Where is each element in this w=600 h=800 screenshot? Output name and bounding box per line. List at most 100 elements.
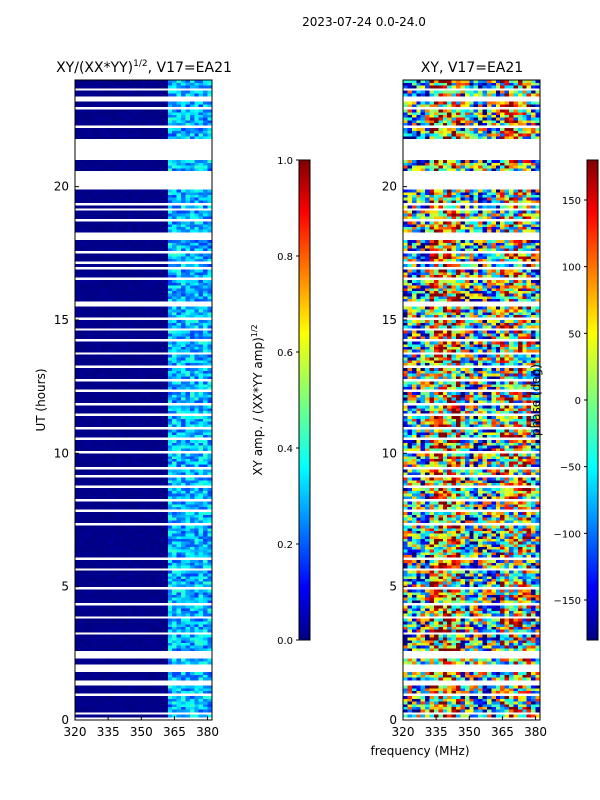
- amp-heatmap-cell: [119, 595, 124, 598]
- amp-heatmap-cell: [168, 275, 173, 278]
- amp-heatmap-cell: [124, 192, 129, 195]
- amp-heatmap-cell: [137, 565, 142, 568]
- amp-heatmap-cell: [190, 581, 195, 584]
- amp-heatmap-cell: [181, 547, 186, 550]
- amp-heatmap-cell: [141, 416, 146, 419]
- amp-heatmap-cell: [75, 288, 80, 291]
- amp-heatmap-cell: [137, 549, 142, 552]
- amp-heatmap-cell: [75, 349, 80, 352]
- amp-heatmap-cell: [115, 592, 120, 595]
- amp-heatmap-cell: [185, 240, 190, 243]
- amp-heatmap-cell: [79, 160, 84, 163]
- amp-heatmap-cell: [124, 397, 129, 400]
- amp-heatmap-cell: [185, 307, 190, 310]
- amp-heatmap-cell: [110, 192, 115, 195]
- amp-heatmap-cell: [106, 229, 111, 232]
- amp-heatmap-cell: [97, 701, 102, 704]
- amp-heatmap-cell: [155, 531, 160, 534]
- amp-heatmap-cell: [137, 701, 142, 704]
- amp-heatmap-cell: [119, 269, 124, 272]
- amp-heatmap-cell: [159, 637, 164, 640]
- amp-heatmap-cell: [163, 488, 168, 491]
- amp-heatmap-cell: [79, 197, 84, 200]
- amp-heatmap-cell: [132, 555, 137, 558]
- amp-heatmap-cell: [146, 240, 151, 243]
- amp-heatmap-cell: [194, 312, 199, 315]
- amp-heatmap-cell: [168, 347, 173, 350]
- amp-heatmap-cell: [137, 600, 142, 603]
- amp-heatmap-cell: [172, 392, 177, 395]
- amp-heatmap-cell: [185, 699, 190, 702]
- amp-heatmap-cell: [150, 253, 155, 256]
- amp-heatmap-cell: [159, 531, 164, 534]
- amp-heatmap-cell: [185, 165, 190, 168]
- amp-heatmap-cell: [119, 325, 124, 328]
- amp-heatmap-cell: [93, 448, 98, 451]
- amp-heatmap-cell: [146, 160, 151, 163]
- amp-heatmap-cell: [190, 613, 195, 616]
- amp-heatmap-cell: [137, 461, 142, 464]
- amp-heatmap-cell: [181, 392, 186, 395]
- amp-heatmap-cell: [185, 619, 190, 622]
- amp-heatmap-cell: [97, 163, 102, 166]
- amp-title-sup: 1/2: [133, 59, 147, 69]
- amp-heatmap-cell: [115, 715, 120, 718]
- amp-heatmap-cell: [97, 360, 102, 363]
- amp-heatmap-cell: [177, 445, 182, 448]
- amp-heatmap-cell: [75, 216, 80, 219]
- amp-heatmap-cell: [97, 472, 102, 475]
- amp-heatmap-cell: [155, 211, 160, 214]
- amp-heatmap-cell: [132, 416, 137, 419]
- amp-heatmap-cell: [185, 341, 190, 344]
- amp-heatmap-cell: [88, 248, 93, 251]
- amp-heatmap-cell: [124, 355, 129, 358]
- amp-heatmap-cell: [137, 424, 142, 427]
- amp-heatmap-cell: [177, 469, 182, 472]
- amp-heatmap-cell: [168, 525, 173, 528]
- amp-heatmap-cell: [141, 520, 146, 523]
- amp-heatmap-cell: [177, 453, 182, 456]
- amp-heatmap-cell: [79, 525, 84, 528]
- amp-heatmap-cell: [75, 456, 80, 459]
- amp-heatmap-cell: [115, 259, 120, 262]
- amp-heatmap-cell: [124, 253, 129, 256]
- amp-heatmap-cell: [194, 424, 199, 427]
- amp-heatmap-cell: [146, 501, 151, 504]
- amp-heatmap-cell: [150, 613, 155, 616]
- amp-heatmap-cell: [194, 648, 199, 651]
- amp-heatmap-cell: [79, 552, 84, 555]
- amp-heatmap-cell: [75, 307, 80, 310]
- amp-heatmap-cell: [75, 459, 80, 462]
- amp-heatmap-cell: [97, 307, 102, 310]
- amp-heatmap-cell: [185, 600, 190, 603]
- amp-heatmap-cell: [137, 659, 142, 662]
- amp-heatmap-cell: [124, 368, 129, 371]
- amp-heatmap-cell: [110, 528, 115, 531]
- amp-heatmap-cell: [110, 443, 115, 446]
- amp-heatmap-cell: [106, 573, 111, 576]
- amp-heatmap-cell: [141, 419, 146, 422]
- amp-heatmap-cell: [115, 597, 120, 600]
- amp-heatmap-cell: [75, 221, 80, 224]
- amp-heatmap-cell: [194, 245, 199, 248]
- amp-heatmap-cell: [115, 445, 120, 448]
- amp-heatmap-cell: [163, 443, 168, 446]
- amp-heatmap-cell: [102, 528, 107, 531]
- amp-heatmap-cell: [88, 477, 93, 480]
- amp-heatmap-row: [75, 675, 212, 678]
- amp-heatmap-cell: [172, 504, 177, 507]
- amp-heatmap-cell: [124, 216, 129, 219]
- amp-heatmap-cell: [75, 648, 80, 651]
- amp-heatmap-cell: [177, 213, 182, 216]
- amp-heatmap-cell: [124, 349, 129, 352]
- amp-heatmap-cell: [119, 528, 124, 531]
- amp-heatmap-cell: [128, 275, 133, 278]
- amp-heatmap-cell: [79, 280, 84, 283]
- amp-heatmap-cell: [137, 320, 142, 323]
- amp-heatmap-cell: [146, 464, 151, 467]
- amp-heatmap-cell: [97, 539, 102, 542]
- amp-heatmap-cell: [106, 309, 111, 312]
- amp-heatmap-cell: [128, 608, 133, 611]
- amp-heatmap-cell: [172, 640, 177, 643]
- amp-heatmap-cell: [181, 360, 186, 363]
